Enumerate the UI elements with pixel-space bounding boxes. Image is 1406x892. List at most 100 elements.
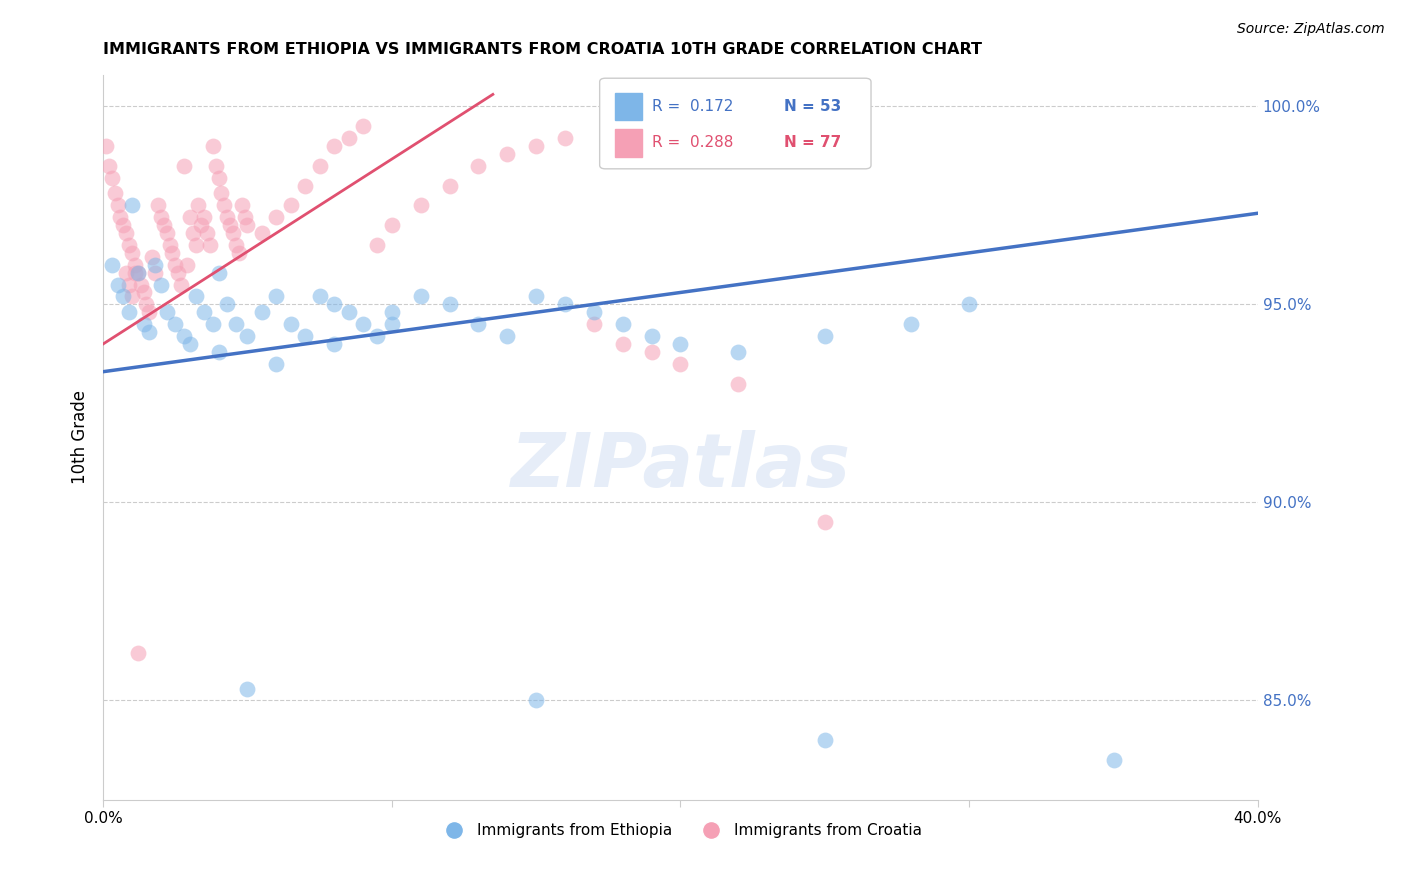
Point xyxy=(582,317,605,331)
Point xyxy=(669,337,692,351)
Point xyxy=(640,329,662,343)
Point xyxy=(957,297,980,311)
Point xyxy=(170,277,193,292)
Point xyxy=(110,210,132,224)
Point xyxy=(236,218,259,232)
Point xyxy=(187,198,209,212)
Point xyxy=(138,305,160,319)
Point xyxy=(121,289,143,303)
Legend: Immigrants from Ethiopia, Immigrants from Croatia: Immigrants from Ethiopia, Immigrants fro… xyxy=(433,817,928,844)
Point xyxy=(127,266,149,280)
Point xyxy=(612,317,634,331)
Point xyxy=(266,210,288,224)
Text: N = 77: N = 77 xyxy=(785,136,842,150)
Point xyxy=(118,305,141,319)
Point xyxy=(308,289,330,303)
Point xyxy=(225,317,247,331)
Point xyxy=(439,178,461,193)
Point xyxy=(135,297,157,311)
Point xyxy=(207,170,229,185)
Point xyxy=(149,210,172,224)
Point xyxy=(207,266,229,280)
Point xyxy=(121,198,143,212)
Point xyxy=(176,258,198,272)
Point xyxy=(352,119,374,133)
Point xyxy=(121,245,143,260)
Point xyxy=(118,238,141,252)
Point xyxy=(236,681,259,696)
Point xyxy=(727,344,749,359)
Point xyxy=(143,258,166,272)
Point xyxy=(112,289,135,303)
Point xyxy=(201,317,224,331)
Point xyxy=(124,266,146,280)
Point xyxy=(97,159,120,173)
Point xyxy=(129,277,152,292)
Point xyxy=(198,238,221,252)
Point xyxy=(195,226,218,240)
Text: N = 53: N = 53 xyxy=(785,99,842,114)
Point xyxy=(115,266,138,280)
Point xyxy=(156,226,179,240)
Point xyxy=(814,733,837,747)
Point xyxy=(165,258,187,272)
Point xyxy=(236,329,259,343)
Point xyxy=(228,245,250,260)
Point xyxy=(173,159,195,173)
Text: IMMIGRANTS FROM ETHIOPIA VS IMMIGRANTS FROM CROATIA 10TH GRADE CORRELATION CHART: IMMIGRANTS FROM ETHIOPIA VS IMMIGRANTS F… xyxy=(103,42,983,57)
Point xyxy=(152,218,174,232)
Point xyxy=(323,139,346,153)
Point xyxy=(554,131,576,145)
Point xyxy=(439,297,461,311)
Point xyxy=(582,305,605,319)
Point xyxy=(308,159,330,173)
Point xyxy=(201,139,224,153)
Point xyxy=(107,198,129,212)
Point xyxy=(366,238,388,252)
Point xyxy=(127,266,149,280)
Point xyxy=(250,305,273,319)
Point xyxy=(409,289,432,303)
Point xyxy=(280,317,302,331)
Point xyxy=(219,218,242,232)
Point xyxy=(900,317,922,331)
Point xyxy=(524,693,547,707)
Point xyxy=(204,159,226,173)
Point xyxy=(184,238,207,252)
Y-axis label: 10th Grade: 10th Grade xyxy=(72,390,89,484)
Point xyxy=(165,317,187,331)
Point xyxy=(94,139,117,153)
Point xyxy=(366,329,388,343)
Point xyxy=(181,226,204,240)
Point xyxy=(337,305,360,319)
Point xyxy=(381,317,404,331)
Point xyxy=(107,277,129,292)
Point xyxy=(266,357,288,371)
Point xyxy=(337,131,360,145)
Point xyxy=(193,210,215,224)
Point xyxy=(381,305,404,319)
Text: Source: ZipAtlas.com: Source: ZipAtlas.com xyxy=(1237,22,1385,37)
Point xyxy=(217,210,239,224)
Point xyxy=(193,305,215,319)
Point xyxy=(132,317,155,331)
Point xyxy=(323,337,346,351)
Point xyxy=(524,289,547,303)
Point xyxy=(179,210,201,224)
Point xyxy=(496,146,519,161)
Point xyxy=(1102,753,1125,767)
Point xyxy=(156,305,179,319)
Point xyxy=(214,198,236,212)
Point xyxy=(524,139,547,153)
Bar xyxy=(614,129,643,156)
Point xyxy=(112,218,135,232)
Point xyxy=(225,238,247,252)
Point xyxy=(640,344,662,359)
Point xyxy=(184,289,207,303)
Point xyxy=(222,226,245,240)
Point xyxy=(294,178,316,193)
Point xyxy=(132,285,155,300)
Point xyxy=(138,325,160,339)
Point xyxy=(167,266,190,280)
Point xyxy=(124,258,146,272)
